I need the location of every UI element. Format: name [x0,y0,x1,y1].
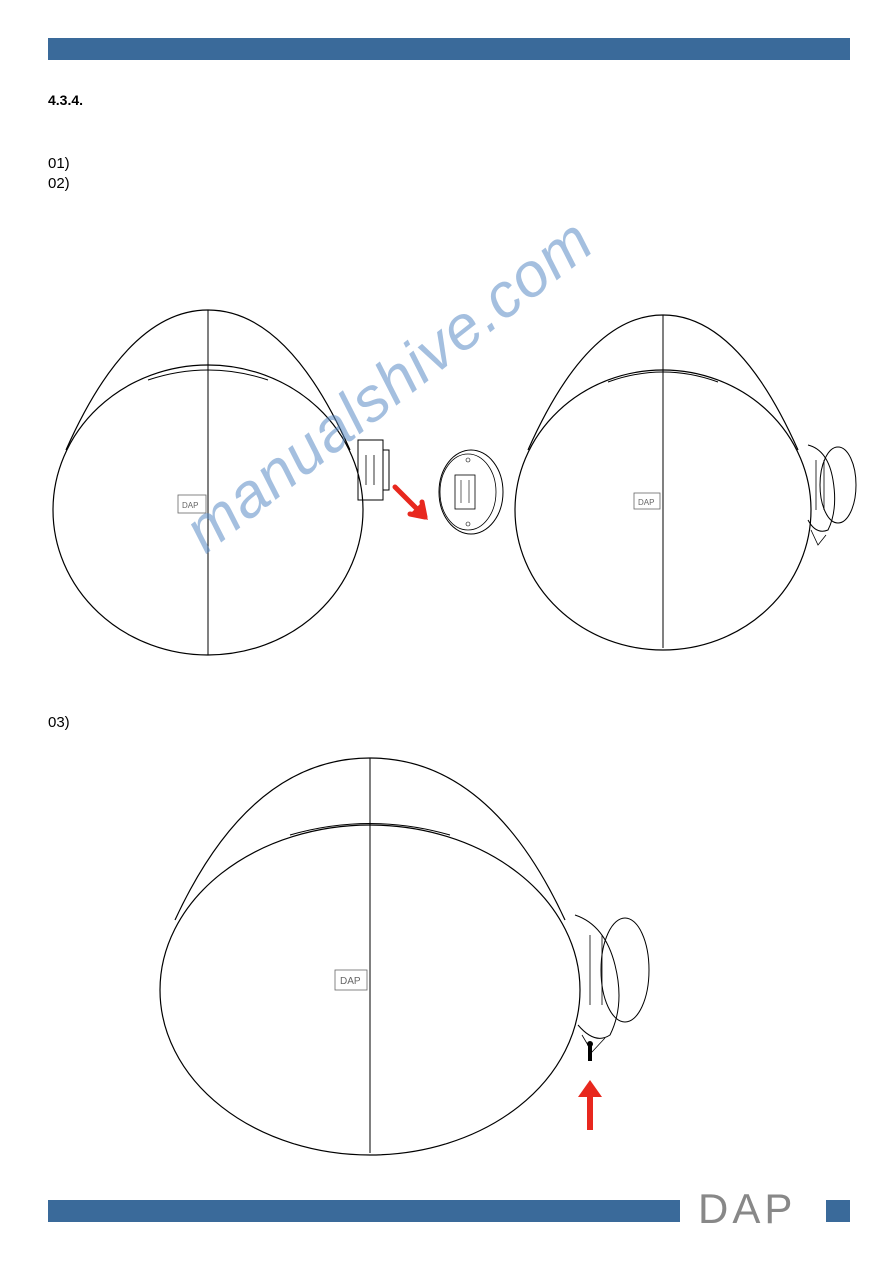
speaker-brand-label: DAP [182,501,198,510]
diagram-top-row: DAP DAP [48,250,850,710]
speaker-brand-label: DAP [638,498,654,507]
footer-brand-logo: DAP [698,1185,796,1233]
red-arrow-icon [390,482,440,532]
red-arrow-up-icon [570,1075,610,1135]
wall-plate-diagram [433,445,508,540]
step-01-label: 01) [48,155,70,172]
speaker-diagram-bottom: DAP [150,740,710,1170]
footer-bar [48,1200,680,1222]
diagram-bottom-row: DAP [150,740,750,1180]
footer-bar-accent [826,1200,850,1222]
speaker-brand-label: DAP [340,976,361,987]
step-02-label: 02) [48,175,70,192]
speaker-diagram-left: DAP [48,250,418,670]
speaker-diagram-right: DAP [508,250,878,670]
header-bar [48,38,850,60]
step-03-label: 03) [48,714,70,731]
section-number: 4.3.4. [48,92,83,108]
